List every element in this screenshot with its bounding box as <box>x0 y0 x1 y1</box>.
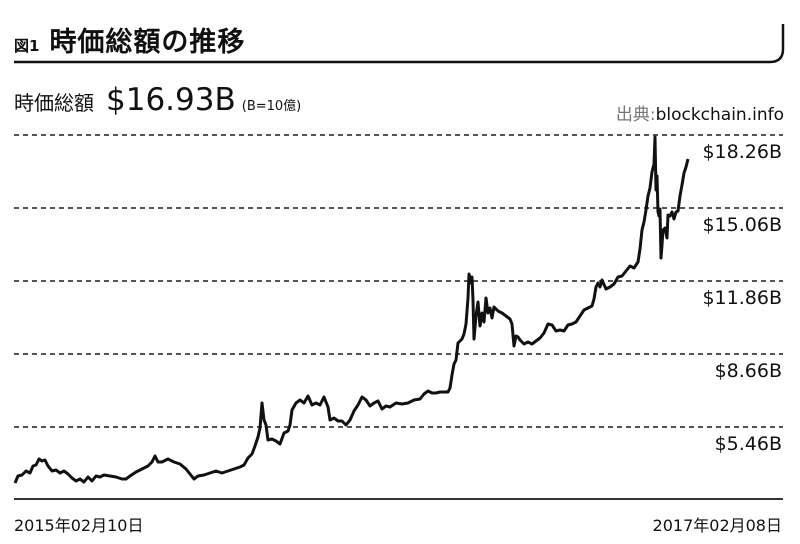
metric-value: $16.93B <box>106 82 236 118</box>
y-tick-label: $5.46B <box>714 433 782 455</box>
figure-title-text: 時価総額の推移 <box>49 27 246 58</box>
figure-title: 図1 時価総額の推移 <box>14 20 245 59</box>
source-name: blockchain.info <box>655 105 784 125</box>
x-end-date: 2017年02月08日 <box>652 516 782 535</box>
figure-number: 図1 <box>14 37 40 55</box>
metric-unit-note: (B=10億) <box>241 99 302 114</box>
metric-label: 時価総額 <box>14 91 94 115</box>
header-rule <box>14 24 785 64</box>
y-tick-label: $15.06B <box>702 214 782 236</box>
x-start-date: 2015年02月10日 <box>14 516 144 535</box>
y-tick-label: $8.66B <box>714 360 782 382</box>
market-cap-summary: 時価総額 $16.93B (B=10億) <box>14 82 301 118</box>
market-cap-line <box>13 135 690 484</box>
gridlines <box>14 134 783 428</box>
source-credit: 出典:blockchain.info <box>616 100 784 125</box>
y-tick-label: $18.26B <box>702 141 782 163</box>
y-tick-label: $11.86B <box>702 287 782 309</box>
source-prefix: 出典: <box>615 105 656 125</box>
